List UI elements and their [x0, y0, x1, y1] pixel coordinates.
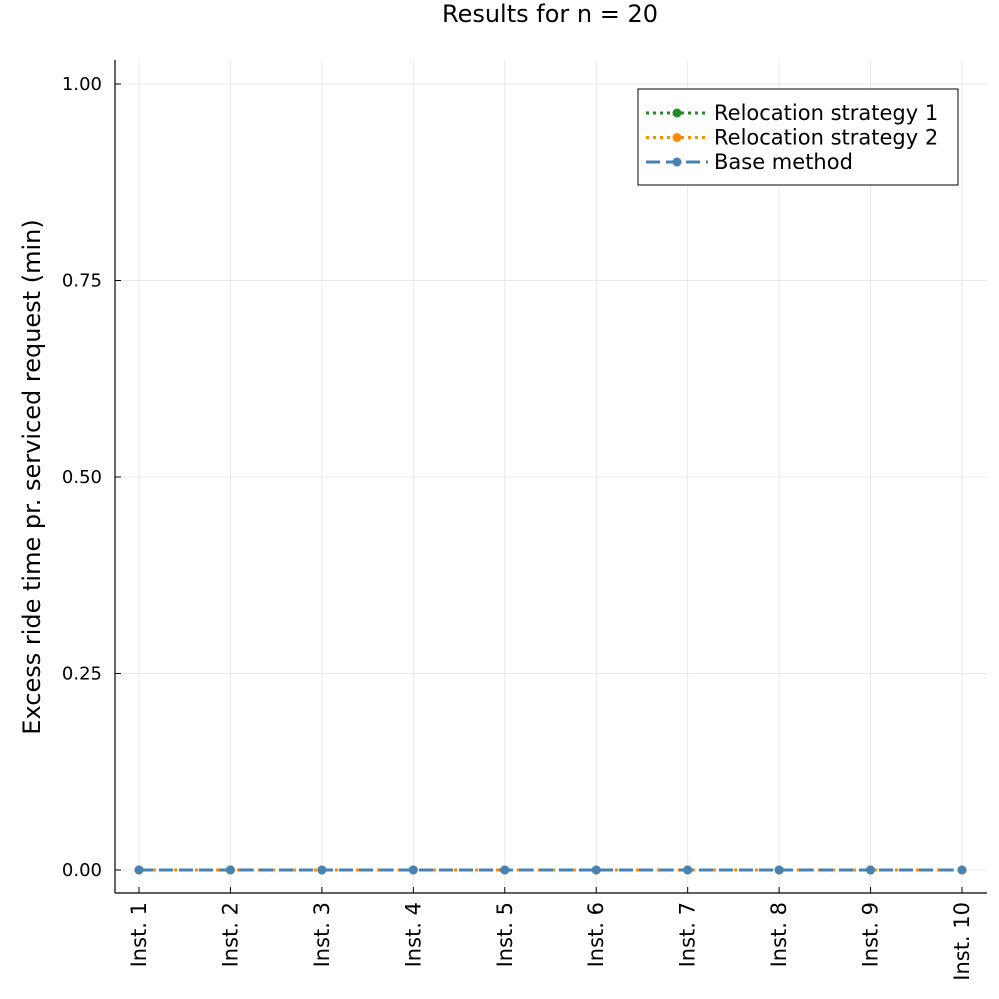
y-tick-label: 0.50 [62, 467, 102, 488]
y-tick-label: 0.25 [62, 664, 102, 685]
x-tick-label: Inst. 6 [584, 902, 608, 967]
legend-label: Base method [714, 150, 853, 174]
x-tick-label: Inst. 2 [218, 902, 242, 967]
data-point [683, 865, 693, 875]
data-point [591, 865, 601, 875]
chart-title: Results for n = 20 [442, 0, 658, 28]
y-axis-label: Excess ride time pr. serviced request (m… [18, 219, 46, 734]
axes [114, 60, 987, 894]
data-point [957, 865, 967, 875]
legend-label: Relocation strategy 1 [714, 101, 938, 125]
x-tick-label: Inst. 4 [401, 902, 425, 967]
data-point [317, 865, 327, 875]
x-tick-label: Inst. 8 [767, 902, 791, 967]
data-point [866, 865, 876, 875]
y-tick-label: 0.75 [62, 271, 102, 292]
data-point [225, 865, 235, 875]
series [134, 865, 967, 875]
legend-box [637, 88, 959, 186]
y-tick-label: 0.00 [62, 860, 102, 881]
tick-labels: 0.00 0.25 0.50 0.75 1.00 Inst. 1 Inst. 2 Inst. … [62, 74, 974, 981]
legend-label: Relocation strategy 2 [714, 126, 938, 150]
x-tick-label: Inst. 10 [950, 902, 974, 981]
x-tick-label: Inst. 1 [127, 902, 151, 967]
x-tick-label: Inst. 5 [493, 902, 517, 967]
x-tick-label: Inst. 9 [859, 902, 883, 967]
x-tick-label: Inst. 3 [310, 902, 334, 967]
data-point [408, 865, 418, 875]
legend-marker [672, 157, 682, 167]
data-point [134, 865, 144, 875]
data-point [774, 865, 784, 875]
legend-marker [672, 108, 682, 118]
data-point [500, 865, 510, 875]
legend-marker [672, 133, 682, 142]
y-tick-label: 1.00 [62, 74, 102, 95]
x-tick-label: Inst. 7 [676, 902, 700, 967]
